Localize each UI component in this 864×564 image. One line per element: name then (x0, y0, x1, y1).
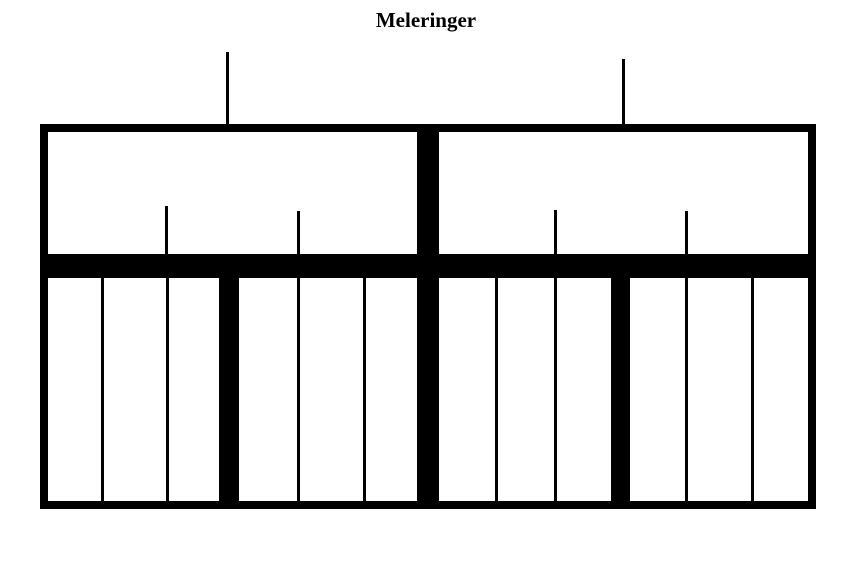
frame-right-border (808, 124, 816, 509)
top-right-post (622, 59, 625, 126)
upper-short-line (554, 210, 557, 256)
lower-thin-line (751, 276, 754, 504)
lower-thin-line (554, 276, 557, 504)
upper-short-line (165, 206, 168, 256)
lower-thin-line (685, 276, 688, 504)
diagram-title: Meleringer (375, 8, 477, 32)
lower-thin-line (101, 276, 104, 504)
lower-thin-line (363, 276, 366, 504)
lower-left-divider (219, 270, 239, 509)
top-left-post (226, 52, 229, 126)
lower-thin-line (166, 276, 169, 504)
upper-short-line (685, 211, 688, 256)
lower-thin-line (297, 276, 300, 504)
center-divider (417, 124, 439, 509)
lower-thin-line (495, 276, 498, 504)
lower-right-divider (611, 270, 630, 509)
frame-left-border (40, 124, 48, 509)
horizontal-beam (40, 254, 816, 278)
upper-short-line (297, 211, 300, 256)
